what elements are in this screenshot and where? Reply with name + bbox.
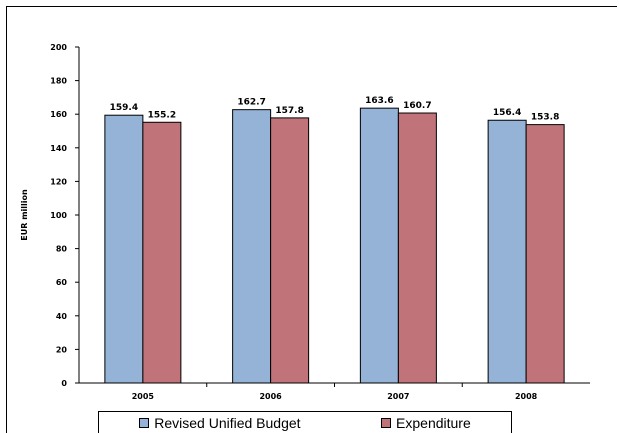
legend-label-series-1: Revised Unified Budget (154, 414, 301, 431)
x-tick-label: 2005 (132, 392, 155, 401)
y-tick-label: 80 (56, 245, 68, 254)
data-label: 153.8 (531, 113, 559, 123)
y-tick-label: 100 (50, 211, 67, 220)
x-tick-label: 2008 (515, 392, 538, 401)
data-label: 163.6 (365, 96, 393, 106)
y-axis-label: EUR million (20, 189, 29, 241)
data-label: 155.2 (148, 110, 176, 120)
legend-swatch-series-1 (139, 417, 150, 428)
bars: 159.4 155.2 162.7 157.8 163.6 160.7 156.4 153.8 (104, 96, 565, 384)
bar-series-2-2008 (525, 124, 565, 384)
chart-frame (6, 6, 617, 433)
bar-series-1-2008 (487, 119, 527, 384)
y-tick-label: 20 (56, 345, 68, 354)
bar-series-2-2006 (270, 117, 310, 384)
y-tick-label: 140 (50, 144, 67, 153)
y-tick-label: 0 (61, 379, 67, 388)
y-tick-label: 200 (50, 43, 67, 52)
y-tick-label: 120 (50, 177, 67, 186)
bar-series-2-2007 (397, 112, 437, 384)
data-label: 160.7 (403, 101, 431, 111)
y-tick-label: 180 (50, 77, 67, 86)
y-tick-label: 60 (56, 278, 68, 287)
x-tick-label: 2006 (259, 392, 282, 401)
legend-item-series-1: Revised Unified Budget (139, 414, 301, 431)
data-label: 157.8 (275, 106, 303, 116)
y-tick-label: 40 (56, 312, 68, 321)
data-label: 156.4 (493, 108, 521, 118)
bar-series-1-2005 (104, 114, 144, 384)
y-tick-label: 160 (50, 110, 67, 119)
bar-series-1-2007 (359, 107, 399, 384)
bar-series-1-2006 (232, 109, 272, 384)
legend-swatch-series-2 (381, 417, 392, 428)
x-tick-label: 2007 (387, 392, 409, 401)
legend: Revised Unified Budget Expenditure (98, 411, 512, 433)
data-label: 162.7 (237, 98, 265, 108)
data-label: 159.4 (110, 103, 138, 113)
legend-label-series-2: Expenditure (396, 414, 471, 431)
legend-item-series-2: Expenditure (381, 415, 471, 431)
bar-series-2-2005 (142, 121, 182, 384)
